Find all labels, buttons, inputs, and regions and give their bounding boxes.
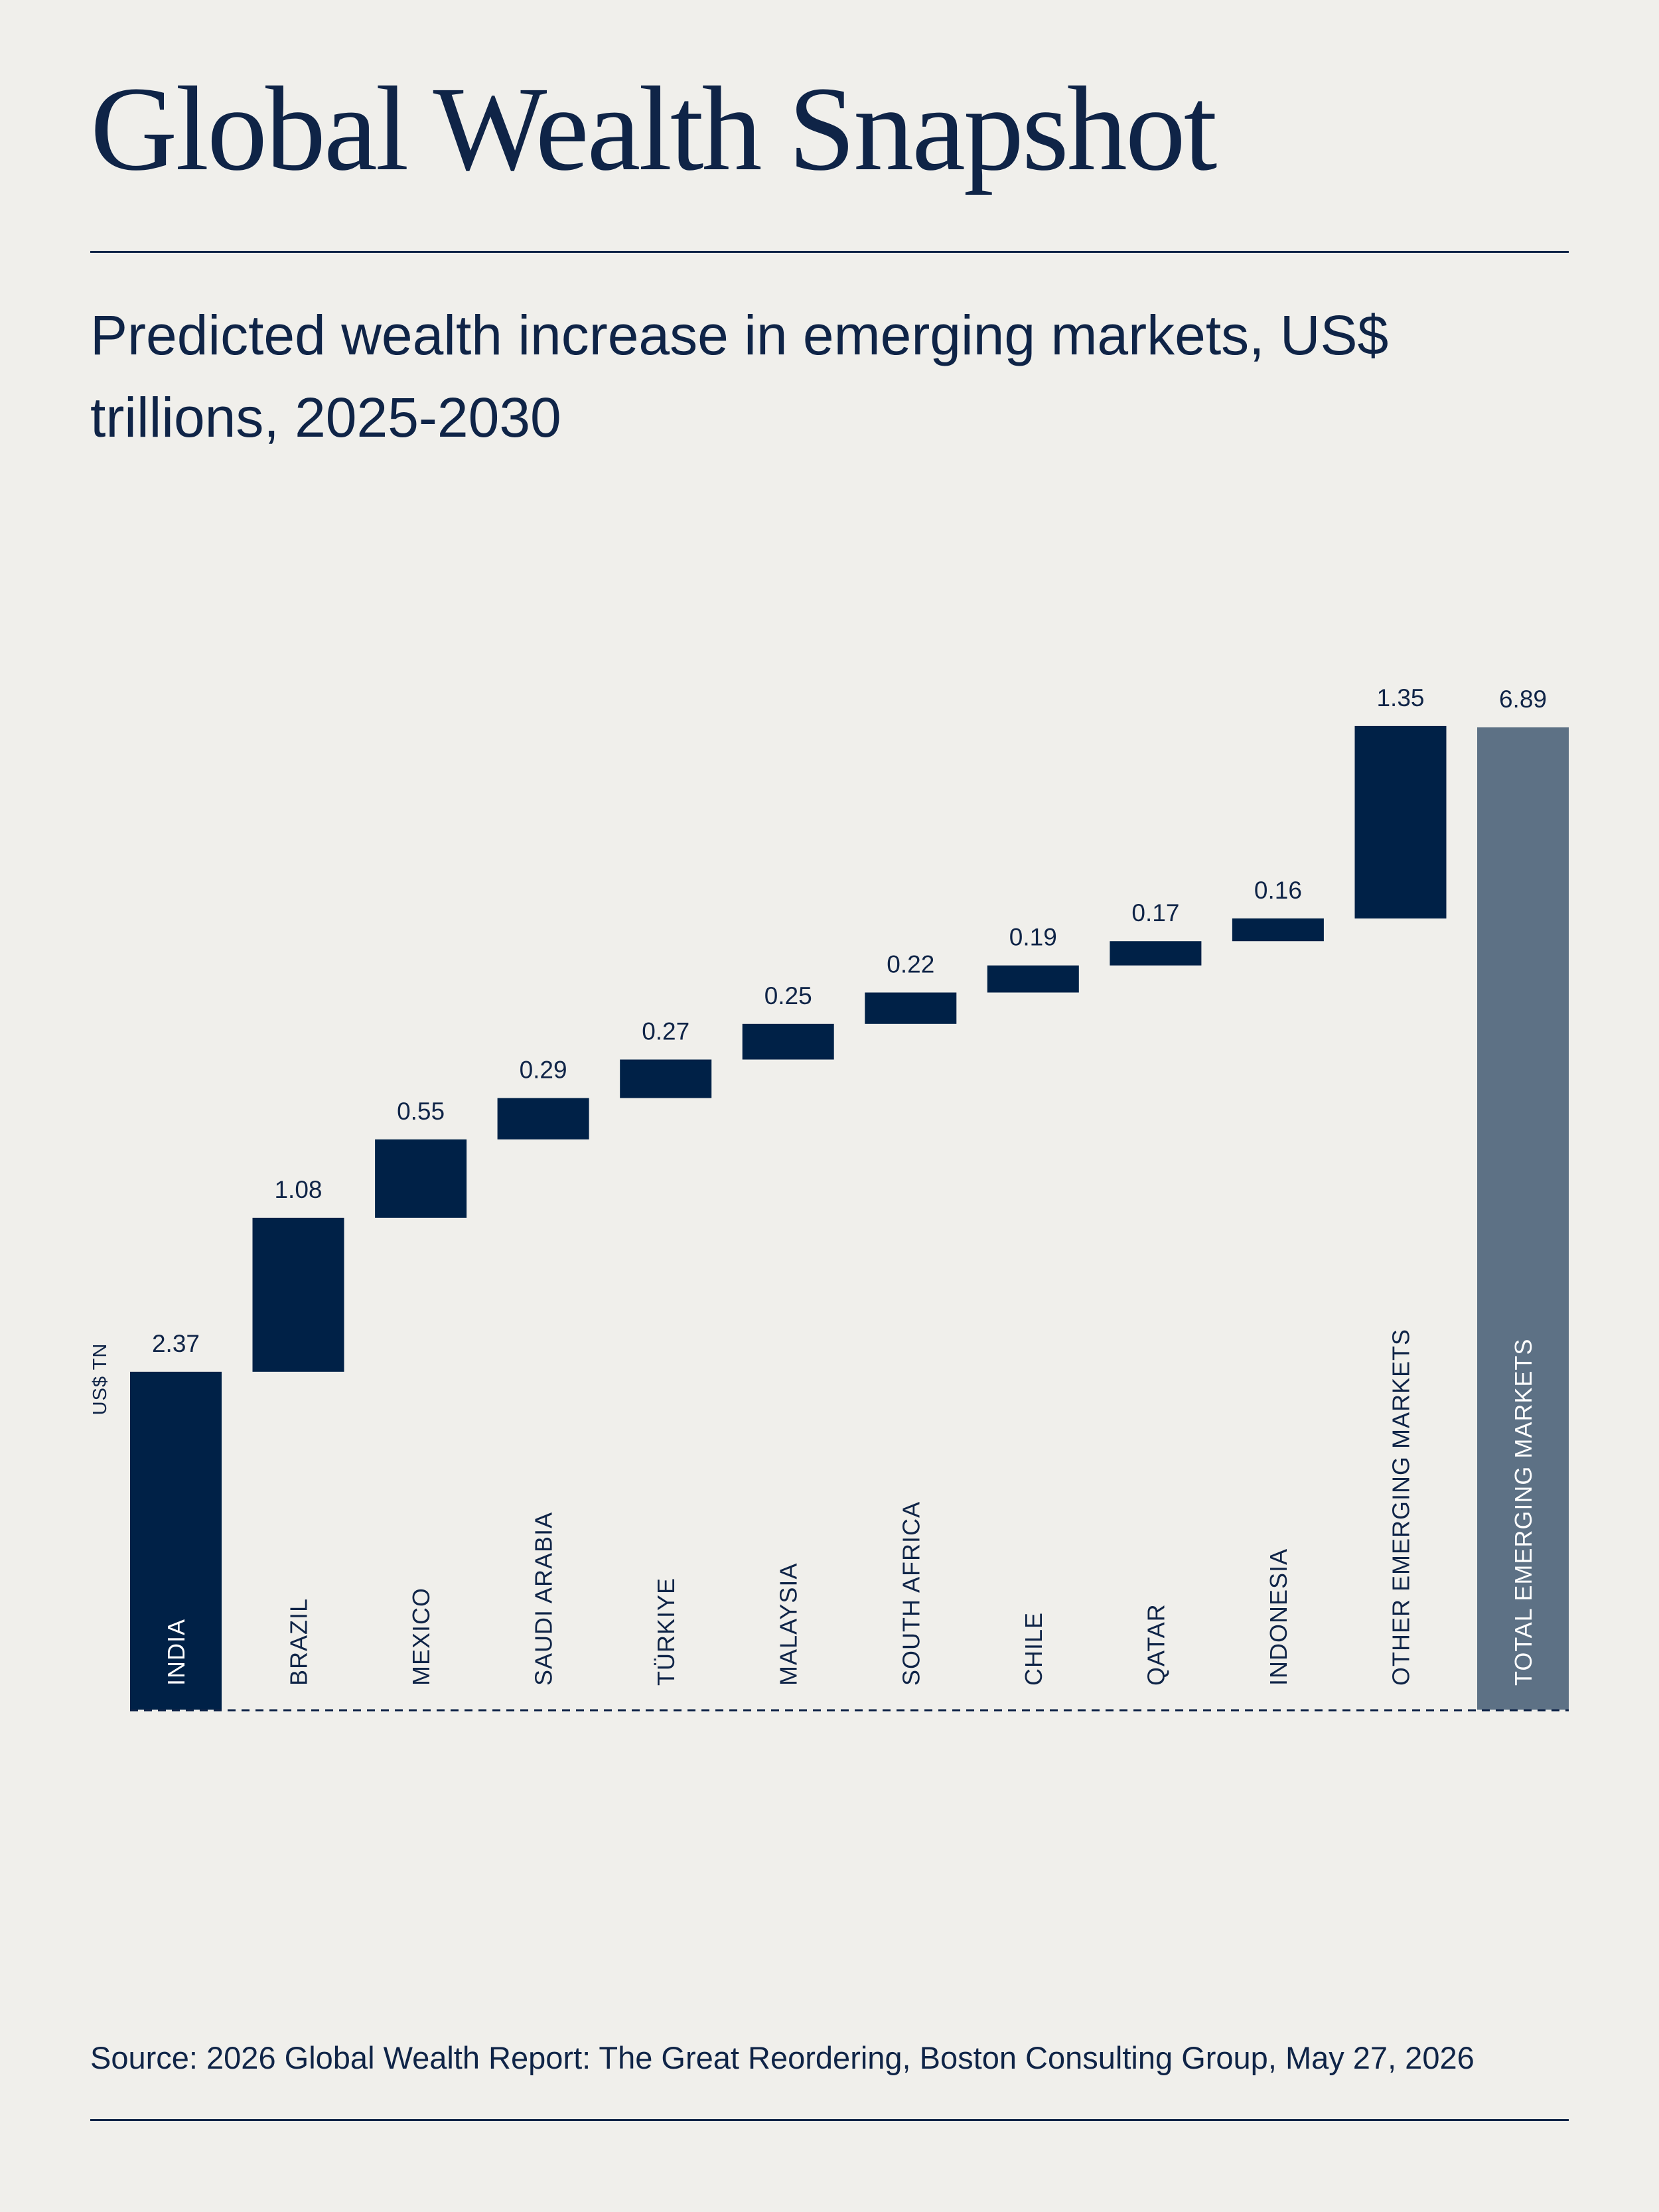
category-label-brazil: BRAZIL (285, 1598, 313, 1686)
source-note: Source: 2026 Global Wealth Report: The G… (90, 2040, 1475, 2075)
bar-malaysia (742, 1023, 834, 1060)
bar-total-emerging-markets (1477, 727, 1569, 1710)
value-label-qatar: 0.17 (1131, 899, 1179, 926)
bar-other-emerging-markets (1354, 725, 1447, 919)
value-label-other-emerging-markets: 1.35 (1376, 684, 1424, 711)
value-label-mexico: 0.55 (397, 1098, 445, 1125)
title-divider (90, 251, 1569, 253)
category-label-south-africa: SOUTH AFRICA (897, 1501, 924, 1686)
category-label-total-emerging-markets: TOTAL EMERGING MARKETS (1510, 1339, 1537, 1686)
bar-saudi-arabia (497, 1098, 589, 1140)
value-label-south-africa: 0.22 (887, 951, 934, 978)
category-label-indonesia: INDONESIA (1265, 1548, 1292, 1686)
value-label-india: 2.37 (152, 1330, 200, 1357)
category-label-qatar: QATAR (1142, 1603, 1169, 1686)
value-label-malaysia: 0.25 (764, 982, 812, 1009)
y-axis-label: US$ TN (90, 1343, 111, 1416)
page-title: Global Wealth Snapshot (90, 62, 1217, 196)
bar-india (130, 1371, 222, 1710)
bar-turkiye (620, 1059, 712, 1098)
value-label-indonesia: 0.16 (1254, 877, 1302, 904)
bar-brazil (252, 1217, 344, 1372)
category-label-turkiye: TÜRKIYE (652, 1578, 680, 1686)
value-label-brazil: 1.08 (274, 1176, 322, 1203)
category-label-chile: CHILE (1020, 1612, 1047, 1686)
category-label-mexico: MEXICO (407, 1587, 435, 1686)
category-label-other-emerging-markets: OTHER EMERGING MARKETS (1388, 1329, 1415, 1686)
chart-subtitle: Predicted wealth increase in emerging ma… (90, 304, 1389, 449)
bar-indonesia (1232, 918, 1324, 942)
bar-south-africa (865, 992, 957, 1024)
value-label-chile: 0.19 (1009, 924, 1057, 951)
bar-qatar (1110, 941, 1202, 966)
bars-layer (130, 725, 1569, 1710)
bar-mexico (375, 1139, 467, 1218)
value-label-total-emerging-markets: 6.89 (1499, 686, 1547, 713)
category-label-saudi-arabia: SAUDI ARABIA (530, 1512, 557, 1686)
value-label-turkiye: 0.27 (642, 1018, 689, 1045)
value-label-saudi-arabia: 0.29 (520, 1057, 567, 1084)
bar-chile (987, 965, 1079, 993)
footer-divider (90, 2119, 1569, 2121)
category-label-india: INDIA (163, 1619, 190, 1686)
labels-layer: 2.37 INDIA 1.08 BRAZIL 0.55 MEXICO 0.29 SAUDI A… (152, 684, 1547, 1686)
category-label-malaysia: MALAYSIA (775, 1563, 802, 1686)
